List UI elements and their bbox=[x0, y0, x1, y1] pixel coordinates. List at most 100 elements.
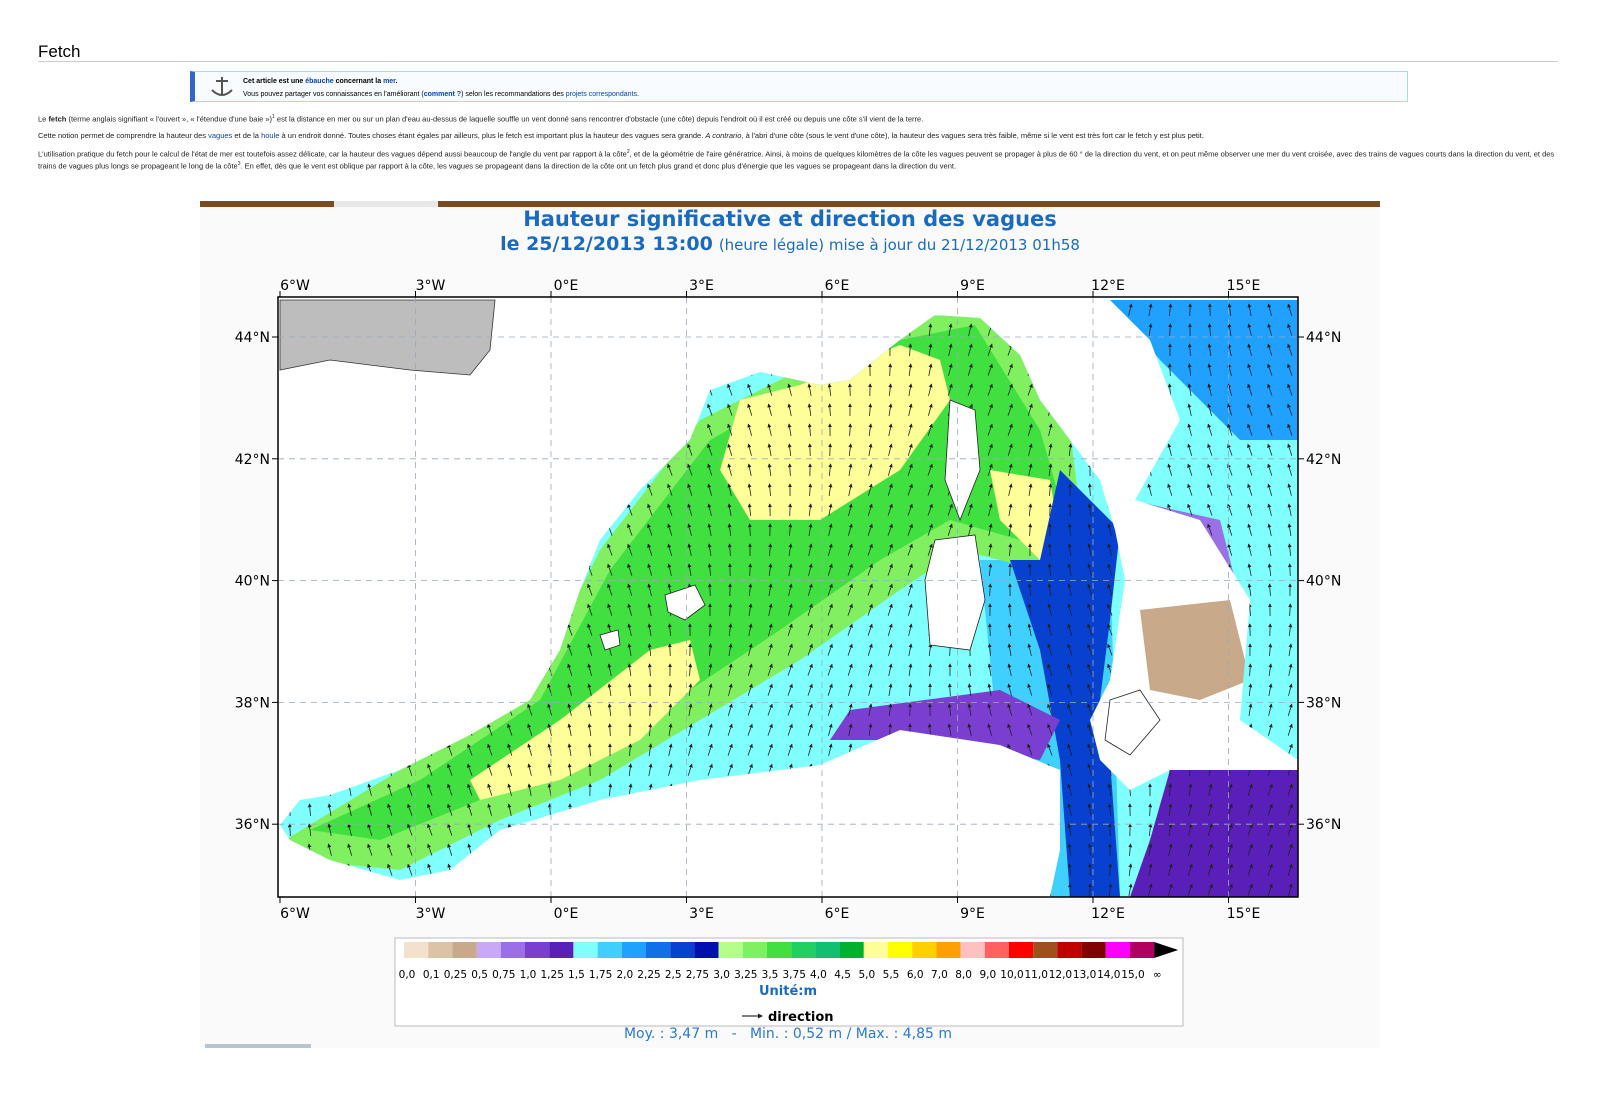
wave-direction-arrow bbox=[1247, 863, 1253, 876]
wave-direction-arrow bbox=[627, 683, 632, 697]
wave-direction-arrow bbox=[1047, 743, 1053, 756]
wave-direction-arrow bbox=[1207, 423, 1213, 436]
wave-direction-arrow bbox=[747, 443, 752, 456]
wave-direction-arrow bbox=[1087, 583, 1093, 596]
wave-direction-arrow bbox=[747, 683, 753, 696]
wave-direction-arrow bbox=[527, 703, 533, 716]
wave-height-area bbox=[830, 690, 1060, 760]
wave-direction-arrow bbox=[927, 403, 933, 416]
wave-height-area bbox=[470, 640, 700, 800]
wave-direction-arrow bbox=[847, 523, 853, 536]
wave-direction-arrow bbox=[387, 803, 393, 816]
scale-label: 0,25 bbox=[444, 969, 467, 981]
wave-direction-arrow bbox=[947, 703, 952, 717]
scale-swatch bbox=[500, 942, 525, 958]
wave-direction-arrow bbox=[668, 763, 673, 776]
scale-swatch bbox=[1081, 942, 1106, 958]
wave-direction-arrow bbox=[1007, 363, 1013, 376]
lon-label: 9°E bbox=[960, 278, 985, 294]
wave-direction-arrow bbox=[987, 703, 992, 716]
wave-direction-arrow bbox=[807, 403, 812, 416]
wave-direction-arrow bbox=[1187, 863, 1193, 876]
wave-direction-arrow bbox=[1247, 523, 1252, 536]
wave-direction-arrow bbox=[1107, 543, 1112, 556]
wave-direction-arrow bbox=[848, 503, 853, 516]
scale-swatch bbox=[742, 942, 767, 958]
wave-direction-arrow bbox=[667, 543, 672, 556]
wave-direction-arrow bbox=[1067, 683, 1073, 696]
wave-direction-arrow bbox=[587, 743, 592, 757]
wave-direction-arrow bbox=[908, 403, 913, 416]
wave-direction-arrow bbox=[547, 703, 553, 716]
wave-direction-arrow bbox=[1267, 783, 1273, 796]
wave-direction-arrow bbox=[1027, 703, 1033, 716]
wave-direction-arrow bbox=[1007, 403, 1013, 416]
wave-direction-arrow bbox=[647, 603, 652, 616]
wave-direction-arrow bbox=[867, 543, 873, 556]
wave-direction-arrow bbox=[647, 543, 653, 556]
link[interactable]: mer bbox=[383, 78, 396, 85]
wave-direction-arrow bbox=[908, 703, 913, 717]
wave-direction-arrow bbox=[848, 723, 853, 736]
wave-direction-arrow bbox=[727, 383, 733, 396]
wave-direction-arrow bbox=[668, 703, 673, 717]
wave-direction-arrow bbox=[987, 623, 992, 637]
wave-direction-arrow bbox=[1227, 403, 1233, 416]
scale-label: 7,0 bbox=[931, 969, 948, 981]
wave-direction-arrow bbox=[787, 463, 792, 477]
wave-direction-arrow bbox=[567, 783, 572, 797]
scale-swatch bbox=[549, 942, 574, 958]
wave-direction-arrow bbox=[787, 423, 792, 436]
wave-direction-arrow bbox=[447, 763, 453, 776]
wave-direction-arrow bbox=[367, 843, 373, 856]
wave-direction-arrow bbox=[1047, 603, 1052, 616]
wave-direction-arrow bbox=[387, 823, 393, 836]
link[interactable]: comment ? bbox=[423, 91, 462, 98]
link[interactable]: houle bbox=[261, 130, 280, 140]
scale-swatch bbox=[863, 942, 888, 958]
wave-direction-arrow bbox=[908, 423, 913, 436]
wave-direction-arrow bbox=[868, 483, 873, 496]
wave-direction-arrow bbox=[967, 383, 973, 396]
wave-direction-arrow bbox=[1087, 683, 1093, 696]
wave-direction-arrow bbox=[1287, 303, 1293, 316]
wave-direction-arrow bbox=[1087, 803, 1092, 816]
wave-direction-arrow bbox=[807, 383, 812, 396]
wave-direction-arrow bbox=[767, 443, 772, 456]
wave-direction-arrow bbox=[627, 503, 633, 516]
wave-direction-arrow bbox=[1087, 783, 1092, 796]
wave-direction-arrow bbox=[1187, 403, 1192, 416]
wave-direction-arrow bbox=[1167, 883, 1173, 896]
link[interactable]: vagues bbox=[208, 130, 233, 140]
wave-direction-arrow bbox=[1267, 503, 1272, 516]
wave-direction-arrow bbox=[807, 663, 813, 676]
wave-direction-arrow bbox=[868, 423, 873, 436]
figure-top-strip bbox=[334, 201, 438, 207]
link[interactable]: projets correspondants bbox=[565, 91, 637, 98]
wave-direction-arrow bbox=[467, 763, 473, 776]
link[interactable]: ébauche bbox=[305, 78, 334, 85]
unit-label: Unité:m bbox=[759, 984, 817, 999]
wave-direction-arrow bbox=[908, 643, 913, 656]
land-grey bbox=[279, 299, 496, 376]
scale-label: 1,25 bbox=[541, 969, 564, 981]
wave-direction-arrow bbox=[1208, 803, 1213, 816]
island bbox=[944, 399, 981, 522]
wave-direction-arrow bbox=[947, 383, 953, 396]
wave-direction-arrow bbox=[867, 503, 873, 516]
wave-direction-arrow bbox=[1288, 683, 1293, 696]
wave-direction-arrow bbox=[1227, 823, 1233, 836]
wave-direction-arrow bbox=[888, 643, 893, 656]
wave-direction-arrow bbox=[828, 503, 833, 516]
scale-label: 2,75 bbox=[686, 969, 709, 981]
wave-direction-arrow bbox=[888, 663, 893, 676]
scale-label: 5,5 bbox=[883, 969, 900, 981]
wave-direction-arrow bbox=[1027, 403, 1033, 416]
wave-direction-arrow bbox=[387, 783, 393, 796]
wave-direction-arrow bbox=[827, 583, 833, 596]
wave-direction-arrow bbox=[888, 443, 893, 456]
wave-direction-arrow bbox=[747, 503, 752, 517]
scale-swatch bbox=[1105, 942, 1130, 958]
wave-direction-arrow bbox=[1048, 483, 1053, 497]
wave-direction-arrow bbox=[967, 363, 973, 376]
